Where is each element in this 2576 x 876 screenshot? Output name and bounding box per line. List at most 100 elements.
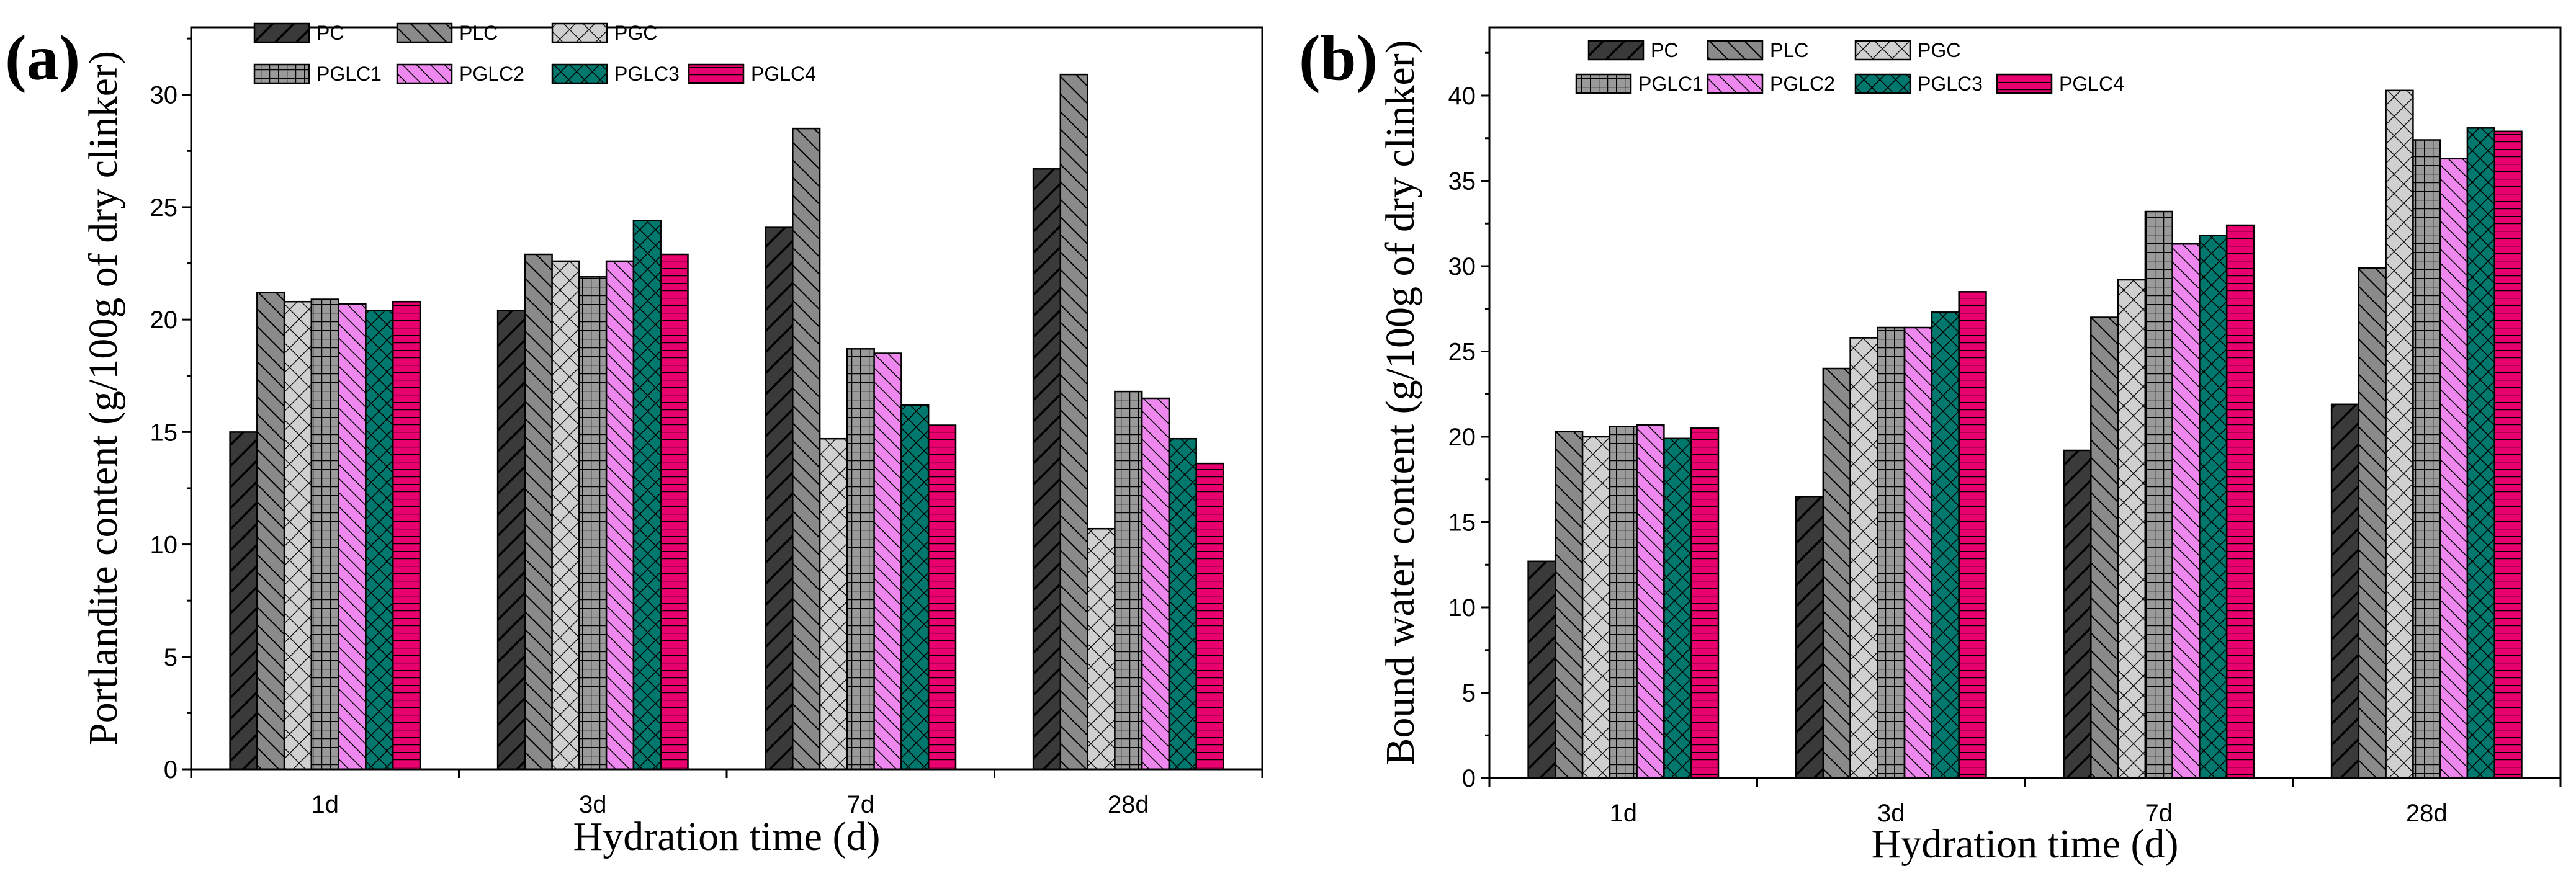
x-axis-title: Hydration time (d) (573, 814, 881, 859)
bar-pglc2-7d (873, 352, 902, 771)
bar-pgc-28d (2385, 89, 2414, 779)
bar-pglc4-3d (660, 253, 689, 771)
bar-pc-3d (496, 310, 526, 771)
bar-plc-7d (792, 127, 821, 771)
bar-pglc1-1d (310, 298, 339, 771)
bar-pgc-3d (551, 260, 580, 771)
y-axis-title: Portlandite content (g/100g of dry clink… (81, 51, 126, 746)
bar-pglc2-3d (605, 260, 635, 771)
bar-pglc3-3d (1931, 311, 1960, 779)
y-tick-label: 5 (164, 644, 177, 671)
x-tick-label: 1d (1610, 800, 1638, 827)
y-tick-label: 30 (1448, 253, 1476, 280)
bar-pglc2-3d (1903, 326, 1933, 779)
bar-pgc-1d (1581, 436, 1611, 779)
panel-label: (a) (5, 22, 80, 94)
x-tick-label: 28d (2406, 800, 2448, 827)
bar-pglc1-7d (846, 348, 875, 771)
bar-pgc-1d (283, 300, 313, 771)
bar-pglc1-3d (578, 276, 608, 771)
panel-a: (a) 0 5 10 15 20 25 30 1d 3d 7d 28d Hydration time (… (5, 22, 1263, 859)
bar-pglc3-3d (632, 220, 662, 771)
bar-pgc-7d (2117, 279, 2147, 779)
x-tick-label: 1d (312, 791, 339, 818)
bar-pc-1d (1527, 560, 1556, 779)
legend-label-pglc2: PGLC2 (1770, 73, 1835, 95)
bar-pglc4-1d (1690, 427, 1720, 779)
legend-swatch-pglc4 (688, 63, 745, 84)
y-tick-label: 25 (1448, 339, 1476, 366)
panel-b: (b) 0 5 10 15 20 25 30 35 40 1d 3d 7d 28d Hydration ti… (1299, 22, 2562, 867)
legend-label-pglc4: PGLC4 (751, 63, 816, 85)
legend-label-pc: PC (316, 22, 344, 44)
legend-label-pglc2: PGLC2 (459, 63, 524, 85)
legend-swatch-pglc3 (551, 63, 608, 84)
bar-plc-1d (256, 292, 285, 771)
bar-plc-3d (1822, 367, 1851, 779)
legend-swatch-pglc4 (1996, 73, 2053, 94)
x-tick-label: 7d (2145, 800, 2173, 827)
bar-pgc-3d (1849, 337, 1878, 779)
legend-swatch-plc (396, 22, 453, 43)
legend-swatch-plc (1707, 40, 1764, 61)
bar-pglc3-1d (365, 310, 394, 771)
bar-pglc4-7d (927, 424, 957, 771)
y-tick-label: 15 (1448, 509, 1476, 537)
bar-plc-28d (1059, 73, 1088, 771)
x-tick-label: 28d (1108, 791, 1149, 818)
legend-label-pglc1: PGLC1 (1638, 73, 1703, 95)
bar-plc-3d (524, 253, 553, 771)
bar-pglc4-1d (392, 300, 421, 771)
bar-pglc2-1d (338, 303, 367, 771)
bar-pglc2-7d (2171, 243, 2201, 779)
bar-pglc4-28d (2493, 130, 2523, 779)
y-tick-label: 10 (150, 532, 178, 559)
bar-pglc4-7d (2225, 224, 2255, 779)
y-tick-label: 0 (1462, 765, 1476, 792)
bar-pglc3-1d (1663, 437, 1692, 779)
bar-pglc3-7d (900, 404, 930, 771)
y-tick-label: 20 (1448, 424, 1476, 451)
y-tick-label: 15 (150, 419, 178, 446)
legend-swatch-pgc (551, 22, 608, 43)
bar-pglc1-28d (2412, 139, 2441, 779)
legend-label-plc: PLC (459, 22, 498, 44)
bar-pglc1-28d (1114, 390, 1143, 771)
bar-pglc2-1d (1636, 424, 1665, 779)
y-tick-label: 40 (1448, 83, 1476, 110)
legend-swatch-pglc1 (1575, 73, 1632, 94)
x-tick-label: 3d (1877, 800, 1905, 827)
legend-label-pglc3: PGLC3 (614, 63, 680, 85)
legend-label-plc: PLC (1770, 39, 1808, 61)
bar-pc-7d (765, 226, 794, 771)
legend-label-pgc: PGC (1918, 39, 1960, 61)
bar-pglc4-3d (1958, 291, 1987, 779)
x-tick-label: 7d (847, 791, 875, 818)
bar-pc-3d (1795, 496, 1824, 779)
legend-swatch-pc (253, 22, 310, 43)
bar-pgc-7d (819, 437, 848, 771)
bar-pglc1-1d (1609, 426, 1638, 779)
y-tick-label: 5 (1462, 680, 1476, 707)
y-tick-label: 0 (164, 756, 177, 784)
bar-pglc1-3d (1877, 326, 1906, 779)
bar-plc-28d (2358, 267, 2387, 779)
bar-pc-28d (1032, 168, 1062, 771)
bar-pc-28d (2330, 403, 2360, 779)
y-tick-label: 25 (150, 194, 178, 221)
bar-pglc3-28d (1168, 437, 1197, 771)
bar-pc-1d (229, 431, 258, 771)
legend-swatch-pgc (1854, 40, 1911, 61)
y-tick-label: 10 (1448, 594, 1476, 622)
legend-label-pc: PC (1651, 39, 1678, 61)
panel-label: (b) (1299, 22, 1378, 94)
y-tick-label: 35 (1448, 168, 1476, 195)
legend-label-pglc3: PGLC3 (1918, 73, 1983, 95)
bar-pglc1-7d (2144, 210, 2173, 779)
legend-swatch-pglc3 (1854, 73, 1911, 94)
legend-label-pglc4: PGLC4 (2059, 73, 2124, 95)
bar-plc-1d (1555, 431, 1584, 779)
bar-pglc4-28d (1195, 462, 1224, 771)
bar-pglc2-28d (1141, 397, 1170, 771)
